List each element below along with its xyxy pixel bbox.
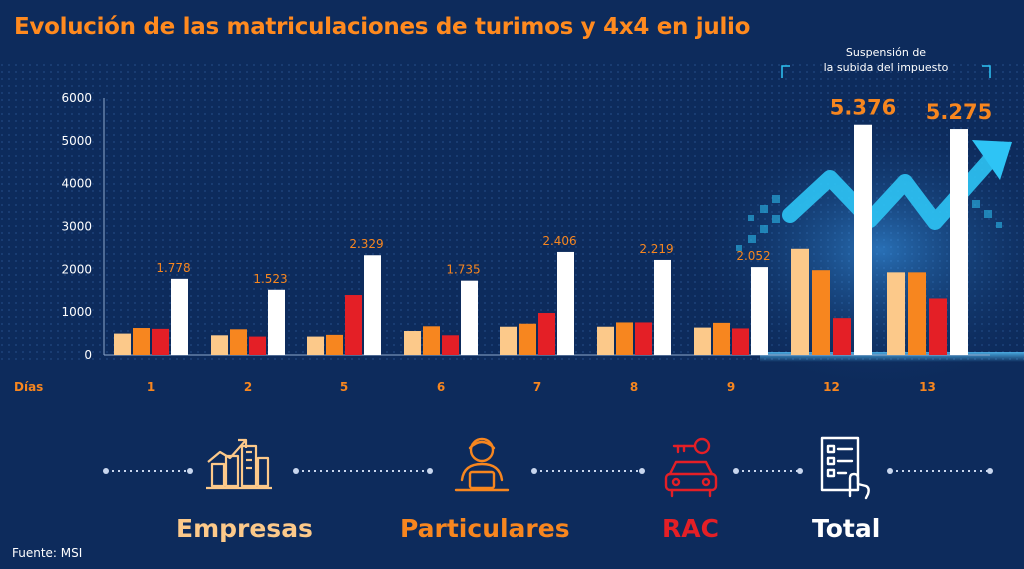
x-tick-label: 13 [919,380,936,394]
bar-total-12 [854,124,872,355]
bar-rac-5 [345,295,362,355]
data-label-total: 5.275 [926,100,992,124]
x-tick-label: 9 [727,380,735,394]
bar-particulares-12 [812,270,830,355]
pixel-blocks [736,195,1002,251]
x-tick-label: 5 [340,380,348,394]
legend-label-particulares: Particulares [400,514,570,543]
annotation-bracket-right [982,65,991,78]
x-tick-label: 8 [630,380,638,394]
bar-particulares-7 [519,323,536,355]
bar-total-7 [557,251,574,355]
legend-label-total: Total [812,514,881,543]
x-tick-label: 1 [147,380,155,394]
data-label-total: 2.219 [639,242,673,256]
bar-empresas-1 [114,333,131,355]
trend-arrowhead [972,140,1012,180]
bar-total-5 [364,255,381,355]
bar-particulares-2 [230,329,247,355]
data-label-total: 1.735 [446,263,480,277]
bar-particulares-9 [713,322,730,355]
bar-rac-7 [538,313,555,355]
x-tick-label: 7 [533,380,541,394]
bar-empresas-9 [694,327,711,355]
chart-title: Evolución de las matriculaciones de turi… [14,14,751,40]
bar-particulares-6 [423,326,440,355]
y-tick-label: 0 [84,348,92,362]
data-label-total: 2.052 [736,249,770,263]
data-label-total: 1.523 [253,272,287,286]
y-tick-label: 2000 [61,262,92,276]
bar-empresas-8 [597,326,614,355]
bar-empresas-2 [211,335,228,355]
trend-arrow [782,152,998,230]
x-axis-label: Días [14,380,43,394]
y-tick-label: 5000 [61,134,92,148]
bar-rac-8 [635,322,652,355]
bar-particulares-8 [616,322,633,355]
person-laptop-icon [454,437,510,492]
bar-empresas-7 [500,326,517,355]
bar-total-9 [751,267,768,355]
bar-rac-2 [249,336,266,355]
buildings-growth-icon [206,438,272,490]
y-tick-label: 3000 [61,220,92,234]
data-label-total: 1.778 [156,261,190,275]
bar-total-2 [268,289,285,355]
annotation-line-1: Suspensión de [846,46,926,59]
bar-total-1 [171,278,188,355]
bar-rac-6 [442,335,459,355]
bar-particulares-1 [133,328,150,355]
x-tick-label: 6 [437,380,445,394]
bar-empresas-12 [791,248,809,355]
legend-label-rac: RAC [662,514,719,543]
bar-total-8 [654,259,671,355]
data-label-total: 5.376 [830,96,896,120]
bar-total-13 [950,129,968,355]
bar-total-6 [461,280,478,355]
bar-rac-12 [833,318,851,355]
data-label-total: 2.406 [542,234,576,248]
x-tick-label: 12 [823,380,840,394]
y-tick-label: 4000 [61,177,92,191]
bar-empresas-5 [307,336,324,355]
x-tick-label: 2 [244,380,252,394]
y-tick-label: 1000 [61,305,92,319]
bar-particulares-5 [326,334,343,355]
bar-rac-13 [929,298,947,355]
bar-empresas-13 [887,272,905,355]
legend-label-empresas: Empresas [176,514,313,543]
source-note: Fuente: MSI [12,546,83,560]
bar-rac-1 [152,328,169,355]
data-label-total: 2.329 [349,237,383,251]
y-tick-label: 6000 [61,91,92,105]
annotation-bracket-left [781,65,790,78]
legend-connector-lines [103,468,993,474]
annotation-line-2: la subida del impuesto [824,61,949,74]
checklist-hand-icon [820,436,870,500]
bar-empresas-6 [404,331,421,355]
bar-rac-9 [732,328,749,355]
bar-particulares-13 [908,272,926,355]
car-key-icon [664,437,718,498]
